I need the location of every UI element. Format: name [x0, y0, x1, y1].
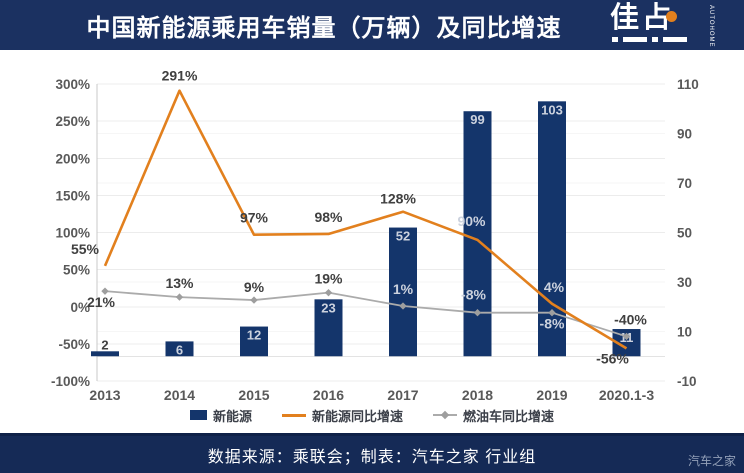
right-axis-tick-70: 70 — [677, 176, 692, 191]
footer-bar: 数据来源：乘联会；制表：汽车之家 行业组 汽车之家 — [0, 433, 744, 473]
left-axis-tick-0: 0% — [70, 300, 90, 315]
line-swatch-icon — [433, 410, 457, 419]
fuel-growth-label-2019: -8% — [540, 316, 565, 332]
fuel-growth-marker-2017 — [399, 302, 407, 310]
bar-2014 — [165, 341, 194, 357]
fuel-growth-marker-2013 — [101, 287, 109, 295]
legend-item-nev-growth: 新能源同比增速 — [281, 406, 403, 425]
nev-growth-label-2020.1-3: -56% — [596, 350, 629, 366]
logo-dashes — [612, 37, 700, 42]
chart-canvas: 300% 250% 200% 150% 100% 50% 0% -50% -100% 110 90 7… — [51, 68, 699, 403]
left-axis-tick--100: -100% — [51, 374, 90, 389]
nev-growth-label-2018: 90% — [457, 213, 486, 229]
nev-growth-line — [103, 89, 628, 350]
x-tick-2019: 2019 — [536, 387, 567, 403]
nev-growth-label-2015: 97% — [240, 210, 269, 226]
fuel-growth-label-2014: 13% — [165, 275, 194, 291]
left-axis-tick-50: 50% — [63, 263, 90, 278]
x-tick-2020.1-3: 2020.1-3 — [599, 387, 654, 403]
bar-2015 — [240, 326, 268, 357]
bar-label-2014: 6 — [176, 342, 183, 357]
right-axis-tick-30: 30 — [677, 275, 692, 290]
fuel-growth-label-2020.1-3: -40% — [614, 311, 647, 327]
bar-label-2017: 52 — [396, 229, 410, 244]
line-swatch-icon — [281, 413, 306, 417]
fuel-growth-label-2017: 1% — [393, 281, 414, 297]
header-bar: 中国新能源乘用车销量（万辆）及同比增速 佳占 AUTOHOME — [0, 0, 744, 50]
bar-2016 — [314, 299, 343, 357]
left-axis-tick-100: 100% — [55, 226, 90, 241]
fuel-growth-marker-2014 — [175, 293, 184, 301]
fuel-growth-marker-2018 — [473, 309, 482, 317]
fuel-growth-marker-2016 — [324, 288, 333, 297]
left-axis-tick--50: -50% — [58, 337, 90, 352]
left-axis-tick-300: 300% — [55, 77, 90, 92]
logo-orange-dot-icon — [666, 11, 677, 22]
logo-text: 佳占 — [610, 2, 675, 34]
chart-legend: 新能源 新能源同比增速 燃油车同比增速 — [0, 404, 744, 426]
x-tick-2013: 2013 — [89, 387, 120, 403]
x-tick-2017: 2017 — [387, 387, 418, 403]
right-axis-tick--10: -10 — [677, 374, 697, 389]
fuel-growth-label-2016: 19% — [314, 271, 343, 287]
left-axis-tick-200: 200% — [55, 151, 90, 166]
right-axis-tick-10: 10 — [677, 325, 692, 340]
bar-label-2015: 12 — [247, 328, 261, 343]
x-tick-2015: 2015 — [238, 387, 269, 403]
bar-label-2016: 23 — [321, 300, 335, 315]
bar-label-2018: 99 — [470, 112, 484, 127]
chart-title: 中国新能源乘用车销量（万辆）及同比增速 — [86, 14, 562, 42]
nev-growth-label-2016: 98% — [314, 209, 343, 225]
legend-item-fuel-growth: 燃油车同比增速 — [433, 406, 554, 425]
legend-item-nev-sales: 新能源 — [189, 406, 252, 425]
x-tick-2016: 2016 — [313, 387, 344, 403]
data-source: 数据来源：乘联会；制表：汽车之家 行业组 — [207, 448, 537, 466]
bar-2018 — [463, 111, 492, 357]
left-axis-tick-150: 150% — [55, 188, 90, 203]
bar-2013 — [91, 351, 119, 357]
legend-label: 新能源同比增速 — [311, 408, 403, 424]
fuel-growth-line — [104, 290, 627, 338]
nev-growth-label-2019: 4% — [544, 279, 565, 295]
bar-label-2019: 103 — [541, 102, 563, 117]
logo-subtext: AUTOHOME — [708, 5, 714, 48]
right-axis-tick-110: 110 — [677, 77, 699, 92]
fuel-growth-label-2018: -8% — [461, 287, 486, 303]
nev-growth-label-2017: 128% — [380, 191, 416, 207]
fuel-growth-marker-2015 — [250, 296, 258, 304]
bar-2017 — [389, 227, 417, 357]
right-axis-tick-90: 90 — [677, 127, 692, 142]
watermark: 汽车之家 — [687, 454, 736, 468]
legend-label: 新能源 — [212, 408, 252, 424]
fuel-growth-label-2013: 21% — [87, 294, 116, 310]
nev-growth-label-2013: 55% — [71, 241, 100, 257]
chart-region: 300% 250% 200% 150% 100% 50% 0% -50% -100% 110 90 7… — [0, 50, 744, 433]
x-tick-2018: 2018 — [462, 387, 493, 403]
left-axis-tick-250: 250% — [55, 114, 90, 129]
bar-label-2013: 2 — [101, 337, 108, 352]
nev-growth-label-2014: 291% — [162, 68, 198, 84]
fuel-growth-label-2015: 9% — [244, 279, 265, 295]
autohome-logo: 佳占 AUTOHOME — [610, 3, 714, 48]
legend-label: 燃油车同比增速 — [463, 408, 555, 424]
x-tick-2014: 2014 — [164, 387, 195, 403]
bar-swatch-icon — [189, 410, 207, 420]
right-axis-tick-50: 50 — [677, 226, 692, 241]
